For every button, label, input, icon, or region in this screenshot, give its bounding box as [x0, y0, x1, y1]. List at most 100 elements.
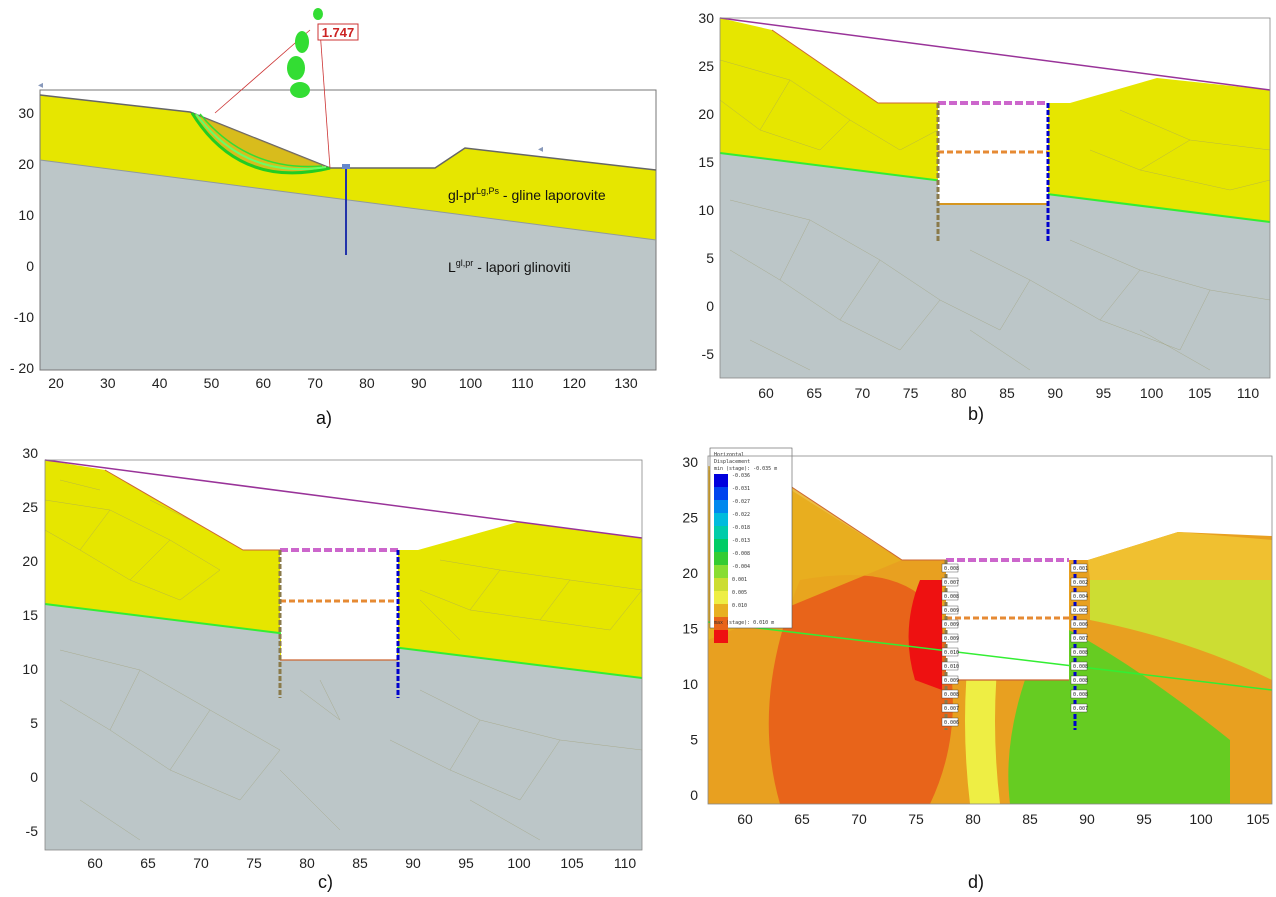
y-tick-label: -10 [14, 309, 34, 325]
wall-value-box [941, 619, 959, 629]
wall-value: 0.007 [1073, 636, 1088, 642]
slip-slices [190, 112, 331, 175]
y-tick-label: 15 [22, 607, 38, 623]
plot-frame [707, 455, 1273, 805]
y-tick-label: -5 [702, 346, 715, 362]
contour-red [908, 580, 942, 690]
left-wall-values: 0.008 0.007 0.008 0.009 0.009 0.009 0.010 0.010… [941, 563, 959, 727]
wall-value-box [941, 661, 959, 671]
plot-frame [719, 17, 1271, 379]
legend-title1: Horizontal [714, 452, 744, 458]
panel-a-plot: 1.747 ◂ ◂ gl-prLg,Ps - gline laporovite … [10, 8, 657, 391]
wall-value-box [1070, 675, 1088, 685]
y-tick-label: 10 [18, 207, 34, 223]
y-tick-label: 5 [690, 732, 698, 748]
x-tick-label: 100 [507, 855, 531, 871]
legend-value: -0.036 [732, 473, 750, 479]
layer-boundary [707, 621, 1273, 691]
x-tick-label: 85 [1022, 811, 1038, 827]
ground-surface [39, 94, 657, 171]
y-tick-label: 30 [698, 10, 714, 26]
wall-value-box [941, 605, 959, 615]
wall-value-box [941, 633, 959, 643]
y-tick-label: 15 [698, 154, 714, 170]
legend-min: min (stage): -0.035 m [714, 466, 777, 472]
legend-swatch [714, 604, 728, 617]
x-tick-label: 70 [193, 855, 209, 871]
wall-value-box [1070, 563, 1088, 573]
wall-value: 0.008 [944, 692, 959, 698]
wall-value: 0.002 [1073, 580, 1088, 586]
panel-c: 60 65 70 75 80 85 90 95 100 105 110 30 25 20 15 10 5 0 -5… [0, 440, 660, 897]
caption-d: d) [968, 872, 985, 892]
lower-soil-layer [720, 153, 1270, 378]
x-axis-ticks: 60 65 70 75 80 85 90 95 100 105 110 [87, 855, 636, 871]
wall-value-box [1070, 605, 1088, 615]
y-tick-label: 20 [698, 106, 714, 122]
y-tick-label: 30 [18, 105, 34, 121]
wall-value-box [941, 577, 959, 587]
x-tick-label: 90 [1079, 811, 1095, 827]
wall-value: 0.008 [944, 566, 959, 572]
arrow-marker-right-icon: ◂ [538, 144, 543, 155]
wall-value: 0.008 [1073, 692, 1088, 698]
layer-boundary [39, 159, 657, 241]
x-tick-label: 110 [1237, 385, 1260, 401]
legend-swatch [714, 526, 728, 539]
x-tick-label: 80 [299, 855, 315, 871]
y-tick-label: 5 [706, 250, 714, 266]
legend-swatch [714, 591, 728, 604]
x-tick-label: 60 [255, 375, 271, 391]
x-tick-label: 100 [1140, 385, 1164, 401]
x-tick-label: 95 [1096, 385, 1112, 401]
y-tick-label: 0 [706, 298, 714, 314]
x-tick-label: 120 [563, 375, 587, 391]
legend-swatch [714, 487, 728, 500]
x-tick-label: 130 [614, 375, 638, 391]
legend-swatch [714, 552, 728, 565]
contour-lightgreen [1090, 570, 1272, 680]
y-tick-label: 20 [22, 553, 38, 569]
legend-title2: Displacement [714, 459, 750, 465]
x-tick-label: 60 [758, 385, 774, 401]
wall-value: 0.007 [1073, 706, 1088, 712]
legend: Horizontal Displacement min (stage): -0.… [709, 447, 793, 643]
slip-center-lines [214, 29, 331, 169]
x-tick-label: 70 [851, 811, 867, 827]
y-tick-label: 10 [22, 661, 38, 677]
pile-head [342, 164, 350, 169]
y-tick-label: 20 [18, 156, 34, 172]
upper-soil-layer [45, 460, 642, 678]
legend-swatch [714, 617, 728, 630]
legend-max: max (stage): 0.010 m [714, 620, 774, 626]
legend-swatch [714, 500, 728, 513]
wall-value: 0.006 [944, 720, 959, 726]
y-tick-label: 10 [682, 676, 698, 692]
legend-value: 0.010 [732, 603, 747, 609]
right-wall-values: 0.001 0.002 0.004 0.005 0.006 0.007 0.008 0.008… [1070, 563, 1088, 713]
x-tick-label: 75 [903, 385, 919, 401]
wall-value-box [1070, 633, 1088, 643]
x-tick-label: 95 [458, 855, 474, 871]
x-tick-label: 100 [459, 375, 483, 391]
wall-value-box [941, 647, 959, 657]
excavation-surface [104, 469, 280, 551]
legend-swatch [714, 539, 728, 552]
wall-value: 0.009 [944, 636, 959, 642]
x-tick-label: 105 [560, 855, 584, 871]
y-tick-label: 0 [30, 769, 38, 785]
wall-value-box [941, 591, 959, 601]
wall-value: 0.009 [944, 678, 959, 684]
x-axis-ticks: 20 30 40 50 60 70 80 90 100 110 120 130 [48, 375, 638, 391]
upper-soil-layer [720, 18, 1270, 222]
wall-value-box [1070, 619, 1088, 629]
x-tick-label: 90 [411, 375, 427, 391]
contour-yellow [965, 640, 1000, 804]
x-tick-label: 100 [1189, 811, 1213, 827]
legend-value: -0.031 [732, 486, 750, 492]
wall-value: 0.007 [944, 580, 959, 586]
legend-value: -0.013 [732, 538, 750, 544]
wall-value: 0.008 [1073, 678, 1088, 684]
excavation [946, 560, 1069, 680]
